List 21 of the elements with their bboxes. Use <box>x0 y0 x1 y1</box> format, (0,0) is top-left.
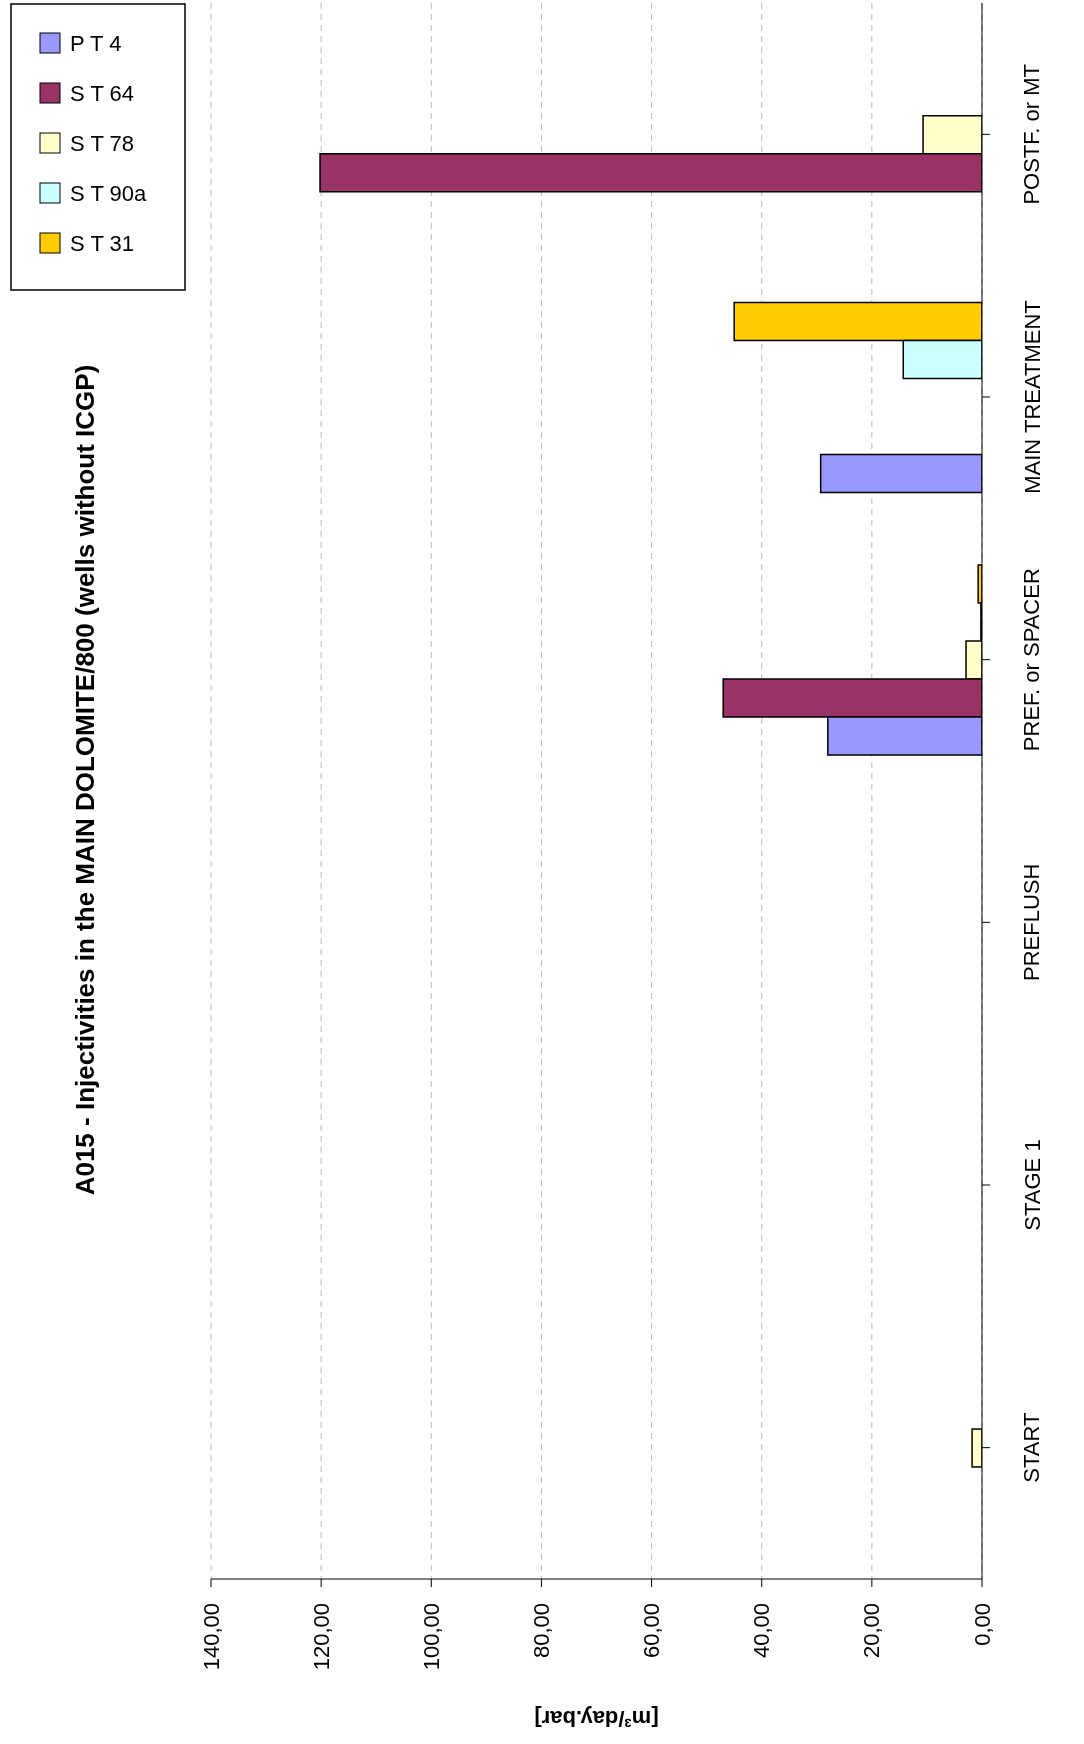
legend-label: P T 4 <box>70 30 122 56</box>
y-tick-label: PREFLUSH <box>1019 863 1045 982</box>
x-tick-label: 100,00 <box>418 1603 444 1671</box>
x-tick-label: 0,00 <box>969 1603 995 1646</box>
x-tick-label: 140,00 <box>198 1603 224 1671</box>
x-axis-title: [m³/day.bar] <box>534 1706 659 1732</box>
legend-label: S T 64 <box>70 80 135 106</box>
legend-label: S T 31 <box>70 230 135 256</box>
y-tick-label: STAGE 1 <box>1019 1139 1045 1231</box>
y-tick-label: START <box>1019 1412 1045 1483</box>
text: A015 - Injectivities in the MAIN DOLOMITE/800 (wells without ICGP) <box>70 364 100 1196</box>
x-tick-label: 80,00 <box>528 1603 554 1659</box>
x-tick-label: 40,00 <box>749 1603 775 1659</box>
y-tick-label: PREF. or SPACER <box>1019 568 1045 752</box>
x-tick-label: 60,00 <box>639 1603 665 1659</box>
legend-label: S T 78 <box>70 130 135 156</box>
legend-label: S T 90a <box>70 180 148 206</box>
x-tick-label: 120,00 <box>308 1603 334 1671</box>
x-tick-label: 20,00 <box>859 1603 885 1659</box>
y-tick-label: POSTF. or MT <box>1019 64 1045 205</box>
y-tick-label: MAIN TREATMENT <box>1019 300 1045 494</box>
